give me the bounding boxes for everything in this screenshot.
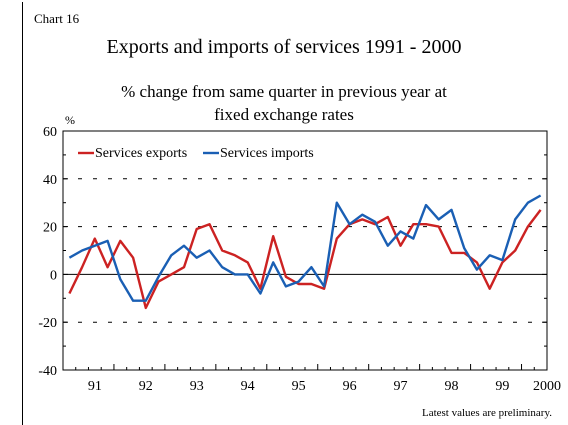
x-tick-label: 99 <box>495 379 509 394</box>
y-tick-label: 60 <box>43 125 57 140</box>
plot-area <box>62 130 548 371</box>
series-line-exports <box>68 209 542 310</box>
legend-label-exports: Services exports <box>95 146 187 161</box>
x-tick-label: 92 <box>139 379 153 394</box>
x-tick-label: 96 <box>343 379 357 394</box>
x-tick-label: 94 <box>241 379 255 394</box>
y-tick-label: 20 <box>43 221 57 236</box>
y-tick-label: -40 <box>38 364 57 379</box>
x-tick-label: 95 <box>292 379 306 394</box>
x-tick-label: 93 <box>190 379 204 394</box>
y-tick-label: 40 <box>43 173 57 188</box>
series-line-imports <box>68 194 542 302</box>
chart-subtitle-line-2: fixed exchange rates <box>214 105 354 124</box>
chart-number-label: Chart 16 <box>34 11 80 26</box>
legend-label-imports: Services imports <box>220 146 314 161</box>
x-tick-label: 91 <box>88 379 102 394</box>
y-tick-label: -20 <box>38 316 57 331</box>
chart-frame <box>22 2 568 425</box>
y-axis-unit-label: % <box>65 113 75 127</box>
x-tick-label: 98 <box>444 379 458 394</box>
x-tick-label: 97 <box>394 379 408 394</box>
chart-title: Exports and imports of services 1991 - 2… <box>106 36 462 58</box>
y-tick-label: 0 <box>50 268 57 283</box>
x-tick-label: 2000 <box>533 379 561 394</box>
footnote: Latest values are preliminary. <box>421 407 552 419</box>
chart-subtitle: % change from same quarter in previous y… <box>0 80 568 126</box>
chart-subtitle-line-1: % change from same quarter in previous y… <box>121 82 447 101</box>
